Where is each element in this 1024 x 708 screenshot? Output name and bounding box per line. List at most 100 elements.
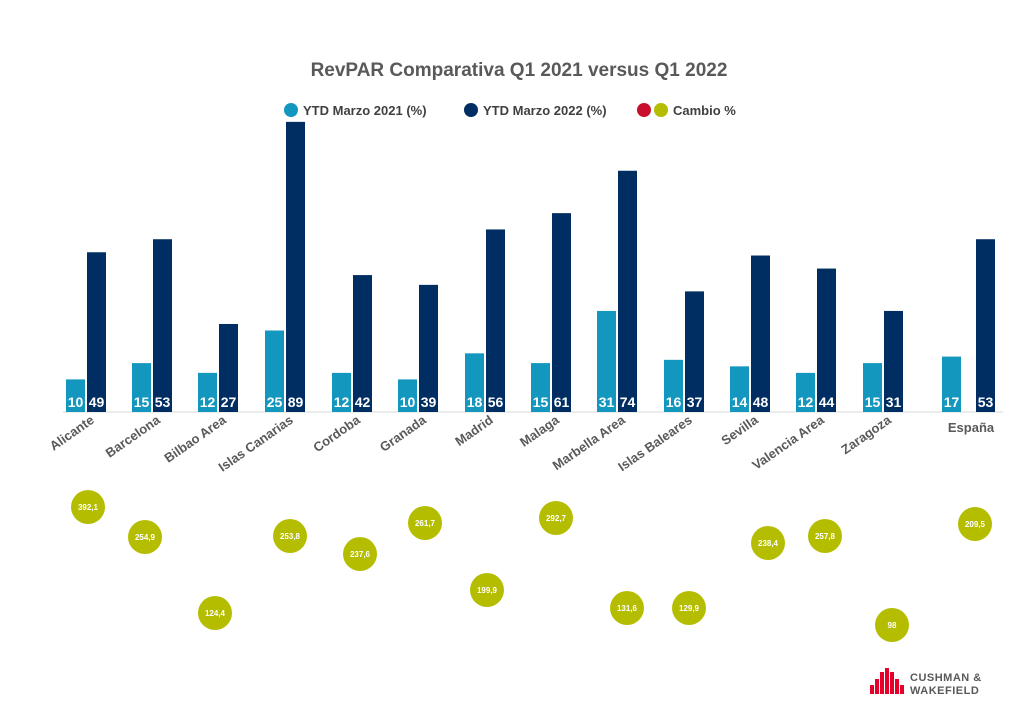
legend-marker-cambio — [654, 103, 668, 117]
cambio-bubble — [875, 608, 909, 642]
category-label: Barcelona — [103, 412, 164, 461]
cambio-bubble — [610, 591, 644, 625]
data-label-ytd2021: 31 — [599, 394, 615, 410]
data-label-ytd2021: 15 — [865, 394, 881, 410]
bar-ytd2022 — [884, 310, 903, 412]
legend-marker-ytd2022 — [464, 103, 478, 117]
data-label-ytd2022: 53 — [155, 394, 171, 410]
bar-ytd2021 — [863, 363, 882, 412]
data-label-ytd2021: 18 — [467, 394, 483, 410]
data-label-ytd2022: 31 — [886, 394, 902, 410]
cambio-bubble — [71, 490, 105, 524]
bar-ytd2021 — [730, 366, 749, 412]
data-label-ytd2021: 15 — [533, 394, 549, 410]
data-label-ytd2021: 17 — [944, 394, 960, 410]
data-label-ytd2022: 56 — [488, 394, 504, 410]
cambio-label: 124,4 — [205, 609, 226, 618]
category-label: Malaga — [517, 412, 562, 450]
data-label-ytd2022: 61 — [554, 394, 570, 410]
data-label-ytd2021: 12 — [334, 394, 350, 410]
cambio-label: 392,1 — [78, 503, 99, 512]
cambio-bubble — [470, 573, 504, 607]
logo-line1: CUSHMAN & — [910, 672, 982, 684]
legend-marker-cambio-red — [637, 103, 651, 117]
legend: YTD Marzo 2021 (%) YTD Marzo 2022 (%) Ca… — [284, 103, 736, 118]
bar-ytd2021 — [265, 330, 284, 412]
data-label-ytd2021: 25 — [267, 394, 283, 410]
logo-line2: WAKEFIELD — [910, 685, 979, 697]
logo-bars-icon — [870, 668, 904, 694]
cambio-label: 237,6 — [350, 550, 371, 559]
bar-ytd2022 — [153, 239, 172, 412]
bars-group: 10 49 15 53 12 27 25 89 12 42 10 39 18 56 15 61 31 74 16 37… — [66, 121, 995, 413]
bar-ytd2022 — [219, 323, 238, 412]
category-label: España — [948, 420, 995, 435]
bar-ytd2022 — [618, 170, 637, 412]
data-label-ytd2021: 14 — [732, 394, 748, 410]
cambio-label: 257,8 — [815, 532, 836, 541]
bar-ytd2022 — [817, 268, 836, 412]
bar-ytd2021 — [198, 372, 217, 412]
data-label-ytd2021: 12 — [798, 394, 814, 410]
category-label: Alicante — [47, 412, 97, 453]
bar-ytd2021 — [664, 359, 683, 412]
legend-label-ytd2022: YTD Marzo 2022 (%) — [483, 103, 607, 118]
cambio-label: 131,6 — [617, 604, 638, 613]
chart-title: RevPAR Comparativa Q1 2021 versus Q1 202… — [311, 60, 728, 81]
cambio-label: 254,9 — [135, 533, 156, 542]
data-label-ytd2021: 10 — [68, 394, 84, 410]
cambio-bubbles: 392,1 254,9 124,4 253,8 237,6 261,7 199,9 292,7… — [71, 490, 992, 642]
data-label-ytd2022: 44 — [819, 394, 835, 410]
cambio-bubble — [343, 537, 377, 571]
data-label-ytd2022: 89 — [288, 394, 304, 410]
cambio-bubble — [958, 507, 992, 541]
data-label-ytd2021: 12 — [200, 394, 216, 410]
bar-ytd2021 — [66, 379, 85, 412]
category-label: Bilbao Area — [161, 412, 229, 466]
cambio-label: 98 — [888, 621, 897, 630]
bar-ytd2022 — [552, 213, 571, 412]
data-label-ytd2022: 39 — [421, 394, 437, 410]
bar-ytd2021 — [332, 372, 351, 412]
category-label: Zaragoza — [838, 412, 894, 457]
cambio-label: 199,9 — [477, 586, 498, 595]
bar-ytd2021 — [597, 310, 616, 412]
bar-ytd2022 — [976, 239, 995, 412]
cambio-bubble — [128, 520, 162, 554]
legend-marker-ytd2021 — [284, 103, 298, 117]
cambio-label: 129,9 — [679, 604, 700, 613]
cambio-label: 209,5 — [965, 520, 986, 529]
cambio-bubble — [751, 526, 785, 560]
data-label-ytd2022: 74 — [620, 394, 636, 410]
cambio-bubble — [808, 519, 842, 553]
bar-ytd2021 — [398, 379, 417, 412]
bar-ytd2022 — [419, 284, 438, 412]
category-label: Madrid — [452, 412, 496, 449]
bar-ytd2022 — [685, 291, 704, 412]
cambio-bubble — [672, 591, 706, 625]
cushman-wakefield-logo: CUSHMAN & WAKEFIELD — [870, 668, 982, 697]
data-label-ytd2022: 37 — [687, 394, 703, 410]
legend-label-cambio: Cambio % — [673, 103, 736, 118]
bar-ytd2022 — [353, 275, 372, 412]
data-label-ytd2021: 10 — [400, 394, 416, 410]
cambio-bubble — [539, 501, 573, 535]
data-label-ytd2022: 48 — [753, 394, 769, 410]
bar-ytd2021 — [942, 356, 961, 412]
category-label: Cordoba — [310, 412, 363, 455]
data-label-ytd2022: 53 — [978, 394, 994, 410]
bar-ytd2022 — [87, 252, 106, 412]
cambio-label: 292,7 — [546, 514, 567, 523]
bar-ytd2021 — [796, 372, 815, 412]
bar-ytd2021 — [465, 353, 484, 412]
category-label: Islas Baleares — [615, 412, 695, 474]
cambio-bubble — [198, 596, 232, 630]
cambio-label: 253,8 — [280, 532, 301, 541]
cambio-label: 238,4 — [758, 539, 779, 548]
category-label: Granada — [377, 412, 429, 455]
cambio-bubble — [273, 519, 307, 553]
category-label: Islas Canarias — [215, 412, 295, 474]
cambio-label: 261,7 — [415, 519, 436, 528]
